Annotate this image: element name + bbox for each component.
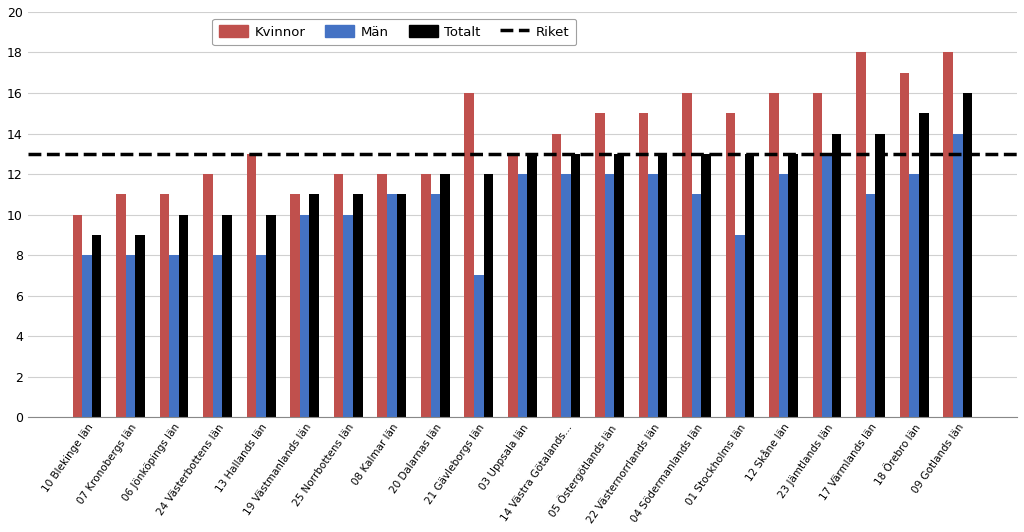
Bar [203, 174, 213, 418]
Bar [440, 174, 450, 418]
Bar [953, 134, 963, 418]
Bar [657, 154, 668, 418]
Bar [135, 235, 145, 418]
Bar [876, 134, 885, 418]
Bar [126, 255, 135, 418]
Bar [779, 174, 788, 418]
Bar [82, 255, 92, 418]
Bar [116, 194, 126, 418]
Bar [813, 93, 822, 418]
Bar [309, 194, 319, 418]
Bar [552, 134, 561, 418]
Bar [919, 113, 929, 418]
Bar [701, 154, 711, 418]
Bar [726, 113, 735, 418]
Bar [213, 255, 222, 418]
Bar [387, 194, 396, 418]
Bar [648, 174, 657, 418]
Bar [378, 174, 387, 418]
Bar [831, 134, 842, 418]
Bar [570, 154, 581, 418]
Bar [256, 255, 266, 418]
Bar [73, 215, 82, 418]
Bar [179, 215, 188, 418]
Bar [169, 255, 179, 418]
Bar [527, 154, 537, 418]
Bar [92, 235, 101, 418]
Bar [900, 73, 909, 418]
Bar [508, 154, 517, 418]
Bar [943, 53, 953, 418]
Bar [909, 174, 919, 418]
Bar [614, 154, 624, 418]
Bar [639, 113, 648, 418]
Bar [822, 154, 831, 418]
Bar [517, 174, 527, 418]
Bar [353, 194, 362, 418]
Bar [343, 215, 353, 418]
Bar [421, 174, 430, 418]
Legend: Kvinnor, Män, Totalt, Riket: Kvinnor, Män, Totalt, Riket [212, 19, 577, 45]
Bar [595, 113, 604, 418]
Bar [222, 215, 232, 418]
Bar [300, 215, 309, 418]
Bar [266, 215, 275, 418]
Bar [604, 174, 614, 418]
Bar [247, 154, 256, 418]
Bar [735, 235, 744, 418]
Bar [744, 154, 755, 418]
Bar [483, 174, 494, 418]
Bar [430, 194, 440, 418]
Bar [334, 174, 343, 418]
Bar [769, 93, 779, 418]
Bar [465, 93, 474, 418]
Bar [160, 194, 169, 418]
Bar [788, 154, 798, 418]
Bar [682, 93, 692, 418]
Bar [963, 93, 972, 418]
Bar [474, 276, 483, 418]
Bar [856, 53, 866, 418]
Bar [866, 194, 876, 418]
Bar [396, 194, 407, 418]
Bar [291, 194, 300, 418]
Bar [561, 174, 570, 418]
Bar [692, 194, 701, 418]
